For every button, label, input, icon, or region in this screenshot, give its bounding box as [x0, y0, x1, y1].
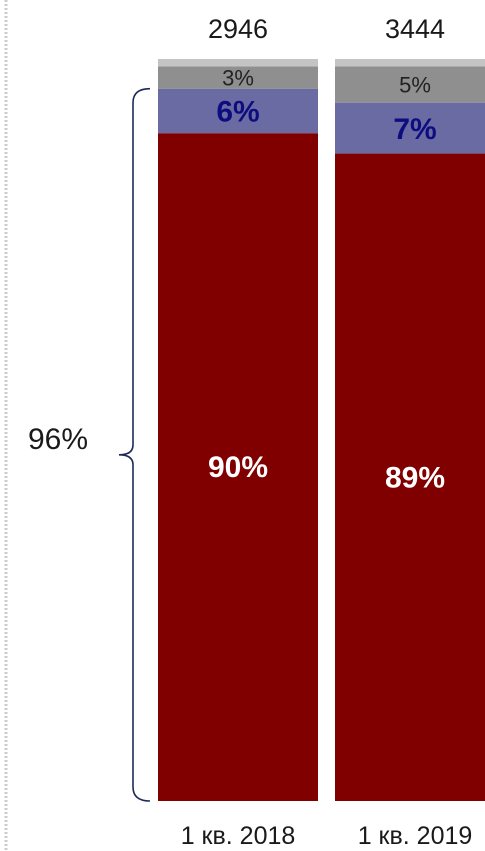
data-label: 90% [208, 451, 268, 484]
x-tick-label: 1 кв. 2018 [181, 822, 296, 850]
data-label: 7% [393, 113, 436, 146]
data-label: 6% [216, 96, 259, 129]
x-tick-label: 1 кв. 2019 [358, 822, 473, 850]
bar-segment [158, 88, 318, 134]
bar-segment [335, 59, 485, 67]
bar-total-label: 3444 [385, 14, 445, 44]
bar-segment [158, 66, 318, 89]
bracket-label: 96% [28, 423, 88, 456]
bar-total-label: 2946 [208, 14, 268, 44]
data-label: 5% [399, 72, 431, 97]
data-label: 3% [222, 65, 254, 90]
bar-segment [335, 102, 485, 154]
bar-segment [158, 133, 318, 801]
bar-segment [335, 66, 485, 103]
data-label: 89% [385, 461, 445, 494]
bracket-annotation [118, 87, 151, 802]
bar-segment [158, 59, 318, 67]
bar-segment [335, 153, 485, 802]
